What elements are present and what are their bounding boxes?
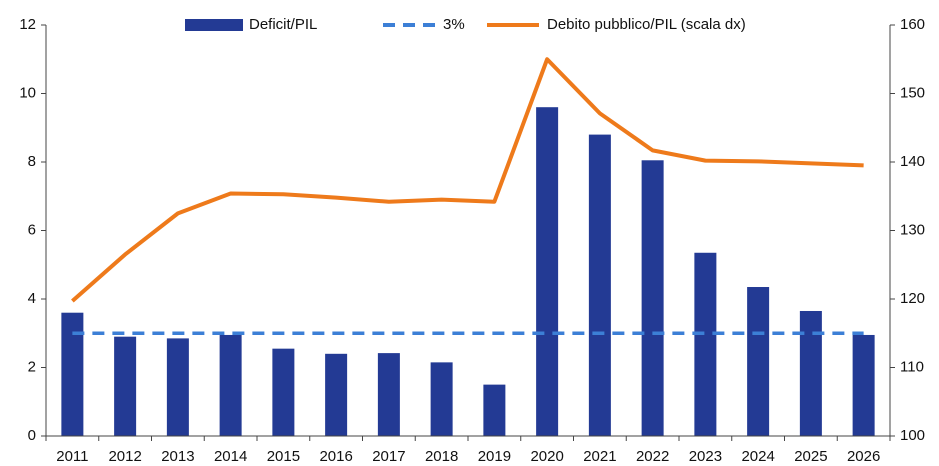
- y2-tick-label: 160: [900, 16, 925, 33]
- x-tick-label: 2017: [372, 448, 405, 465]
- x-tick-label: 2016: [319, 448, 352, 465]
- legend-label: Debito pubblico/PIL (scala dx): [547, 16, 746, 33]
- y2-tick-label: 140: [900, 153, 925, 170]
- bar: [272, 348, 295, 436]
- y2-tick-label: 130: [900, 221, 925, 238]
- y-tick-label: 8: [28, 153, 36, 170]
- y2-tick-label: 120: [900, 290, 925, 307]
- y-tick-label: 10: [19, 84, 36, 101]
- bar: [694, 252, 717, 436]
- y-tick-label: 2: [28, 358, 36, 375]
- bar: [483, 384, 506, 436]
- x-tick-label: 2019: [478, 448, 511, 465]
- x-tick-label: 2015: [267, 448, 300, 465]
- y-tick-label: 0: [28, 427, 36, 444]
- y-tick-label: 4: [28, 290, 36, 307]
- legend-swatch: [185, 19, 243, 31]
- x-tick-label: 2012: [108, 448, 141, 465]
- x-tick-label: 2021: [583, 448, 616, 465]
- bar: [377, 353, 400, 436]
- bar: [61, 312, 84, 436]
- bar: [536, 107, 559, 436]
- bar: [641, 160, 664, 436]
- x-tick-label: 2013: [161, 448, 194, 465]
- x-tick-label: 2018: [425, 448, 458, 465]
- legend-label: Deficit/PIL: [249, 16, 317, 33]
- y2-tick-label: 100: [900, 427, 925, 444]
- x-tick-label: 2020: [530, 448, 563, 465]
- y-tick-label: 12: [19, 16, 36, 33]
- legend-label: 3%: [443, 16, 465, 33]
- x-tick-label: 2014: [214, 448, 247, 465]
- x-tick-label: 2025: [794, 448, 827, 465]
- line: [71, 57, 864, 303]
- x-tick-label: 2024: [741, 448, 774, 465]
- bar: [325, 353, 348, 436]
- bar: [852, 334, 875, 436]
- bar: [799, 310, 822, 436]
- bar: [114, 336, 137, 436]
- y2-tick-label: 110: [900, 358, 924, 375]
- bar: [588, 134, 611, 436]
- bar: [166, 338, 189, 436]
- y-tick-label: 6: [28, 221, 36, 238]
- y2-tick-label: 150: [900, 84, 925, 101]
- x-tick-label: 2011: [56, 448, 88, 465]
- bar: [219, 334, 242, 436]
- bar: [430, 362, 453, 436]
- x-tick-label: 2026: [847, 448, 880, 465]
- bar: [747, 287, 770, 436]
- x-tick-label: 2023: [689, 448, 722, 465]
- x-tick-label: 2022: [636, 448, 669, 465]
